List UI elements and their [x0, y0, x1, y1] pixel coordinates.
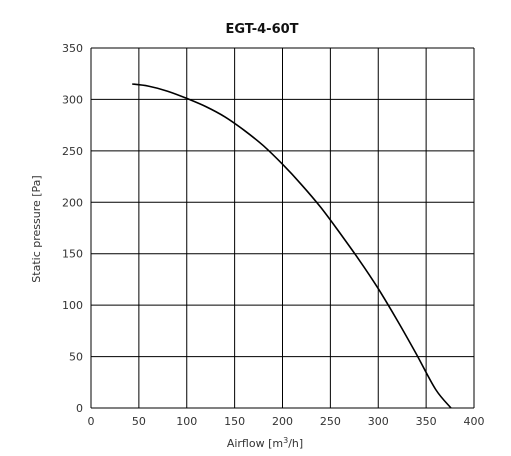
x-axis-label-post: /h] — [288, 437, 303, 450]
y-tick-label: 200 — [62, 196, 83, 209]
y-tick-label: 150 — [62, 248, 83, 261]
x-axis-label-sup: 3 — [283, 436, 288, 445]
grid-lines — [90, 47, 475, 409]
x-tick-label: 250 — [320, 415, 341, 428]
x-tick-label: 300 — [368, 415, 389, 428]
x-tick-label: 150 — [224, 415, 245, 428]
y-tick-label: 0 — [76, 402, 83, 415]
x-tick-label: 100 — [176, 415, 197, 428]
chart-title: EGT-4-60T — [225, 22, 298, 37]
y-tick-label: 100 — [62, 299, 83, 312]
x-tick-label: 200 — [272, 415, 293, 428]
y-tick-label: 50 — [69, 351, 83, 364]
x-tick-label: 50 — [132, 415, 146, 428]
x-axis-label: Airflow [m3/h] — [227, 436, 303, 450]
y-tick-label: 250 — [62, 145, 83, 158]
y-tick-label: 350 — [62, 42, 83, 55]
fan-curve-line — [132, 83, 452, 409]
x-tick-label: 400 — [464, 415, 485, 428]
x-tick-label: 350 — [416, 415, 437, 428]
x-tick-label: 0 — [88, 415, 95, 428]
x-tick-labels: 0 50 100 150 200 250 300 350 400 — [88, 415, 485, 428]
x-axis-label-pre: Airflow [m — [227, 437, 283, 450]
y-tick-label: 300 — [62, 93, 83, 106]
y-tick-labels: 0 50 100 150 200 250 300 350 — [62, 42, 83, 415]
y-axis-label: Static pressure [Pa] — [30, 175, 43, 282]
